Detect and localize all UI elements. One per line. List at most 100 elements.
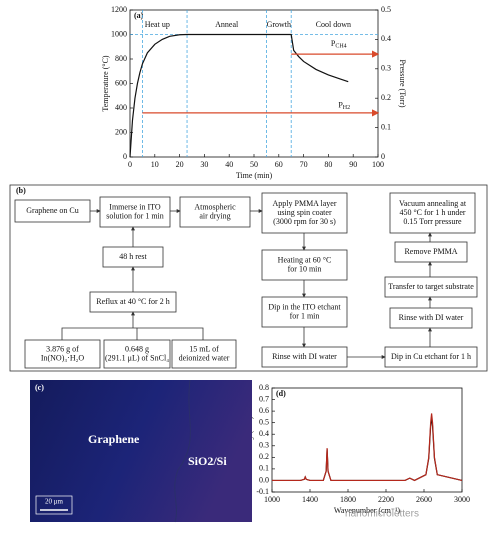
x-tick-label: 80 — [324, 160, 332, 169]
series-label-sub: CH4 — [335, 44, 346, 50]
y-tick-label: 0.0 — [259, 475, 269, 484]
node: Rinse with DI water — [261, 346, 348, 368]
panel-label: (b) — [16, 186, 26, 195]
x-tick-label: 20 — [176, 160, 184, 169]
image-label: SiO2/Si — [188, 454, 227, 468]
y-tick-label: 800 — [115, 54, 127, 63]
series-line — [129, 33, 349, 158]
diagram: (b) Graphene on Cu Immerse in ITOsolution … — [14, 186, 478, 369]
node-box — [103, 339, 171, 369]
node-box — [99, 196, 171, 228]
x-tick-label: 50 — [250, 160, 258, 169]
x-tick-label: 3000 — [454, 495, 470, 504]
node-label: for 1 min — [290, 311, 320, 320]
x-tick-label: 0 — [128, 160, 132, 169]
chart: 0 10 20 30 40 50 60 70 80 90 100020040060080010001… — [101, 5, 407, 180]
y2-tick-label: 0.3 — [381, 64, 391, 73]
micrograph: (c) Graphene SiO2/Si 20 μm — [30, 379, 252, 523]
y-tick-label: 200 — [115, 127, 127, 136]
node-label: Apply PMMA layer — [273, 199, 337, 208]
node-label: 0.15 Torr pressure — [403, 217, 462, 226]
node-label: Vacuum annealing at — [399, 199, 467, 208]
series-label: PCH4 — [331, 39, 347, 50]
y-tick-label: 0.1 — [259, 464, 269, 473]
x-tick-label: 100 — [372, 160, 384, 169]
x-tick-label: 10 — [151, 160, 159, 169]
y-tick-label: 0.6 — [259, 406, 269, 415]
x-axis-label: Wavenumber (cm⁻¹) — [334, 506, 401, 515]
x-axis-label: Time (min) — [236, 171, 273, 180]
node-label: Dip in Cu etchant for 1 h — [391, 352, 471, 361]
node-label: Rinse with DI water — [272, 352, 337, 361]
x-tick-label: 70 — [300, 160, 308, 169]
node-box — [171, 339, 237, 369]
node-box — [389, 192, 476, 234]
plot-frame — [271, 387, 463, 493]
x-tick-label: 1000 — [264, 495, 280, 504]
node-label: using spin coater — [277, 208, 332, 217]
node-label: (3000 rpm for 30 s) — [273, 217, 336, 226]
x-tick-label: 2600 — [416, 495, 432, 504]
y-tick-label: 0 — [123, 152, 127, 161]
node: Dip in Cu etchant for 1 h — [384, 346, 478, 368]
node-box — [261, 296, 348, 328]
y-axis-label: Temperature (°C) — [101, 55, 110, 112]
node-label: Transfer to target substrate — [388, 282, 474, 291]
node-label: deionized water — [179, 353, 230, 362]
node-label: solution for 1 min — [106, 211, 164, 220]
x-tick-label: 40 — [225, 160, 233, 169]
series-label-main: P — [331, 39, 336, 48]
series-label-sub: H2 — [343, 105, 350, 111]
node-label: Atmospheric — [194, 202, 236, 211]
y-tick-label: 0.8 — [259, 383, 269, 392]
y-tick-label: 0.3 — [259, 441, 269, 450]
y2-tick-label: 0.4 — [381, 34, 391, 43]
connector — [61, 327, 204, 340]
y-tick-label: 0.2 — [259, 452, 269, 461]
y-tick-label: 0.5 — [259, 417, 269, 426]
node-label: air drying — [199, 211, 230, 220]
node: Remove PMMA — [394, 241, 468, 263]
node-label: 48 h rest — [119, 252, 147, 261]
x-tick-label: 90 — [349, 160, 357, 169]
node-label: for 10 min — [288, 264, 322, 273]
phase-label: Heat up — [145, 20, 170, 29]
y2-tick-label: 0.2 — [381, 93, 391, 102]
flake-edge — [174, 379, 191, 523]
y2-tick-label: 0 — [381, 152, 385, 161]
x-tick-label: 30 — [200, 160, 208, 169]
y-tick-label: -0.1 — [256, 487, 269, 496]
node-box — [24, 339, 101, 369]
node: 48 h rest — [102, 246, 164, 268]
node-label: Dip in the ITO etchant — [268, 302, 341, 311]
node-label: Immerse in ITO — [109, 202, 161, 211]
node: Graphene on Cu — [14, 199, 91, 223]
node: 0.648 g(291.1 μL) of SnCl₄ — [103, 339, 171, 369]
image-label: Graphene — [88, 432, 140, 446]
series-line — [272, 413, 463, 482]
panel-label: (c) — [35, 383, 44, 392]
node-label: 450 °C for 1 h under — [399, 208, 465, 217]
node-label: 15 mL of — [189, 344, 219, 353]
plot-frame — [129, 9, 379, 158]
node: Rinse with DI water — [389, 307, 473, 329]
node-label: 0.648 g — [125, 344, 149, 353]
series-label: PH2 — [338, 100, 350, 111]
node-label: Heating at 60 °C — [278, 255, 332, 264]
y2-tick-label: 0.5 — [381, 5, 391, 14]
micrograph-image — [30, 380, 252, 522]
chart: 1000 1400 1800 2200 2600 3000 -0.1 0.0 0.1 0.2 0.3… — [245, 383, 470, 515]
node: Reflux at 40 °C for 2 h — [89, 291, 177, 313]
node-box — [261, 192, 348, 234]
y-tick-label: 400 — [115, 103, 127, 112]
watermark: nanomicroletters — [345, 509, 419, 520]
y2-axis-label: Pressure (Torr) — [398, 59, 407, 107]
